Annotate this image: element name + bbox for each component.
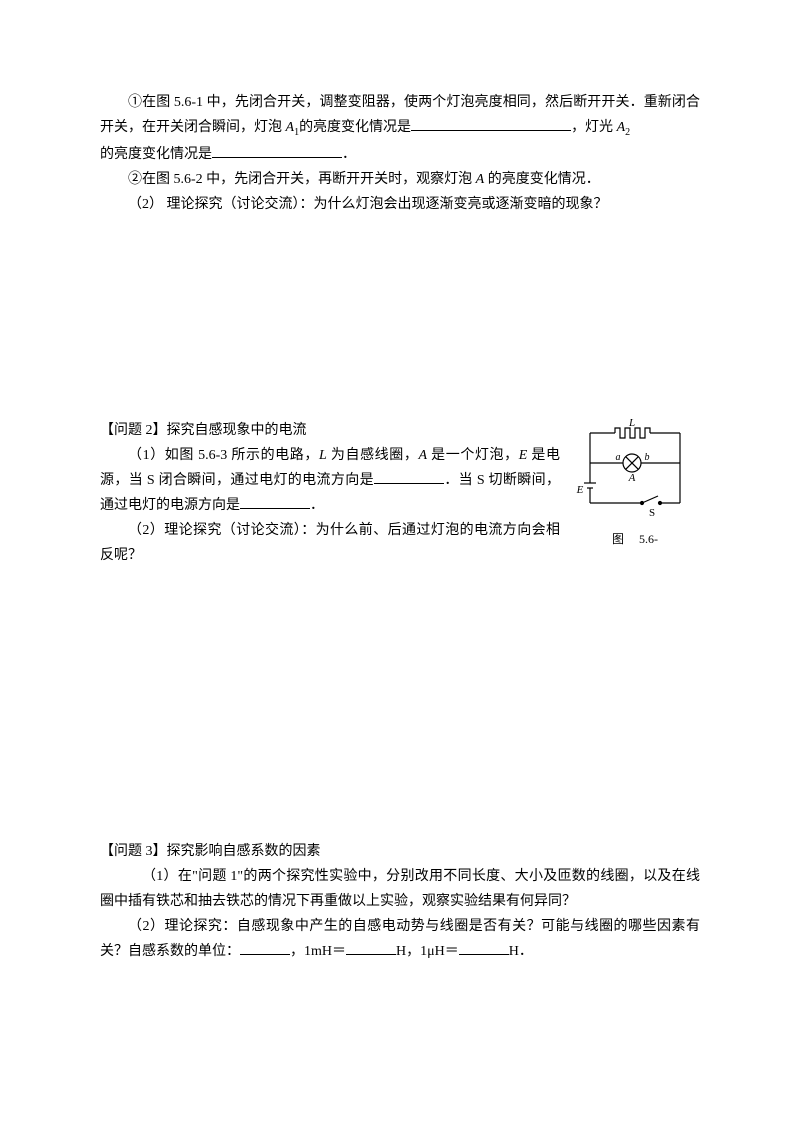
spacer [100, 569, 700, 839]
question3: 【问题 3】探究影响自感系数的因素 （1）在"问题 1"的两个探究性实验中，分别… [100, 839, 700, 965]
italic-A: A [418, 448, 427, 463]
label-A: A [628, 472, 636, 484]
blank-field[interactable] [459, 954, 509, 955]
text: ②在图 5.6-2 中，先闭合开关，再断开开关时，观察灯泡 [128, 172, 476, 187]
text: 的亮度变化情况． [484, 172, 600, 187]
question2-text: 【问题 2】探究自感现象中的电流 （1）如图 5.6-3 所示的电路，L 为自感… [100, 418, 560, 569]
text: ，1mH＝ [290, 944, 346, 959]
blank-field[interactable] [374, 483, 444, 484]
text: ． [342, 147, 356, 162]
blank-field[interactable] [411, 130, 571, 131]
figure-label: 图 5.6- [570, 529, 700, 551]
text: H． [509, 944, 533, 959]
text: 是一个灯泡， [427, 448, 519, 463]
italic-A1: A [286, 120, 295, 135]
circuit-svg: L a b A E S [570, 418, 700, 528]
text: 的亮度变化情况是 [299, 120, 411, 135]
text: H，1μH＝ [396, 944, 459, 959]
text: （2）理论探究（讨论交流）：为什么前、后通过灯泡的电流方向会相反呢？ [100, 523, 560, 563]
label-a: a [616, 452, 621, 463]
section1: ①在图 5.6-1 中，先闭合开关，调整变阻器，使两个灯泡亮度相同，然后断开开关… [100, 90, 700, 218]
section1-line2: 的亮度变化情况是 ． [100, 142, 700, 167]
circuit-diagram: L a b A E S 图 5.6- [570, 418, 700, 569]
question2-container: 【问题 2】探究自感现象中的电流 （1）如图 5.6-3 所示的电路，L 为自感… [100, 418, 700, 569]
question3-title: 【问题 3】探究影响自感系数的因素 [100, 839, 700, 864]
section1-line4: （2） 理论探究（讨论交流）：为什么灯泡会出现逐渐变亮或逐渐变暗的现象？ [100, 192, 700, 217]
text: 为自感线圈， [327, 448, 419, 463]
blank-field[interactable] [212, 157, 342, 158]
blank-field[interactable] [240, 954, 290, 955]
text: （1）如图 5.6-3 所示的电路， [128, 448, 319, 463]
label-E: E [576, 484, 584, 496]
italic-L: L [319, 448, 327, 463]
question2-line2: （2）理论探究（讨论交流）：为什么前、后通过灯泡的电流方向会相反呢？ [100, 518, 560, 568]
italic-E: E [519, 448, 528, 463]
italic-A2: A [617, 120, 626, 135]
text: 的亮度变化情况是 [100, 147, 212, 162]
text: （2） 理论探究（讨论交流）：为什么灯泡会出现逐渐变亮或逐渐变暗的现象？ [128, 197, 608, 212]
sub-2: 2 [625, 127, 630, 138]
question3-line1: （1）在"问题 1"的两个探究性实验中，分别改用不同长度、大小及匝数的线圈，以及… [100, 864, 700, 914]
text: ，灯光 [571, 120, 617, 135]
label-S: S [649, 507, 655, 519]
question2-title: 【问题 2】探究自感现象中的电流 [100, 418, 560, 443]
blank-field[interactable] [240, 508, 310, 509]
text: （1）在"问题 1"的两个探究性实验中，分别改用不同长度、大小及匝数的线圈，以及… [100, 869, 700, 909]
text: 5.6- [639, 532, 658, 546]
text: 图 [612, 532, 624, 546]
section1-line1: ①在图 5.6-1 中，先闭合开关，调整变阻器，使两个灯泡亮度相同，然后断开开关… [100, 90, 700, 142]
question2-line1: （1）如图 5.6-3 所示的电路，L 为自感线圈，A 是一个灯泡，E 是电源，… [100, 443, 560, 519]
label-b: b [645, 452, 650, 463]
section1-line3: ②在图 5.6-2 中，先闭合开关，再断开开关时，观察灯泡 A 的亮度变化情况． [100, 167, 700, 192]
spacer [100, 218, 700, 418]
italic-A: A [476, 172, 485, 187]
question3-line2: （2）理论探究：自感现象中产生的自感电动势与线圈是否有关？可能与线圈的哪些因素有… [100, 914, 700, 964]
text: ． [310, 498, 324, 513]
blank-field[interactable] [346, 954, 396, 955]
label-L: L [628, 418, 635, 429]
